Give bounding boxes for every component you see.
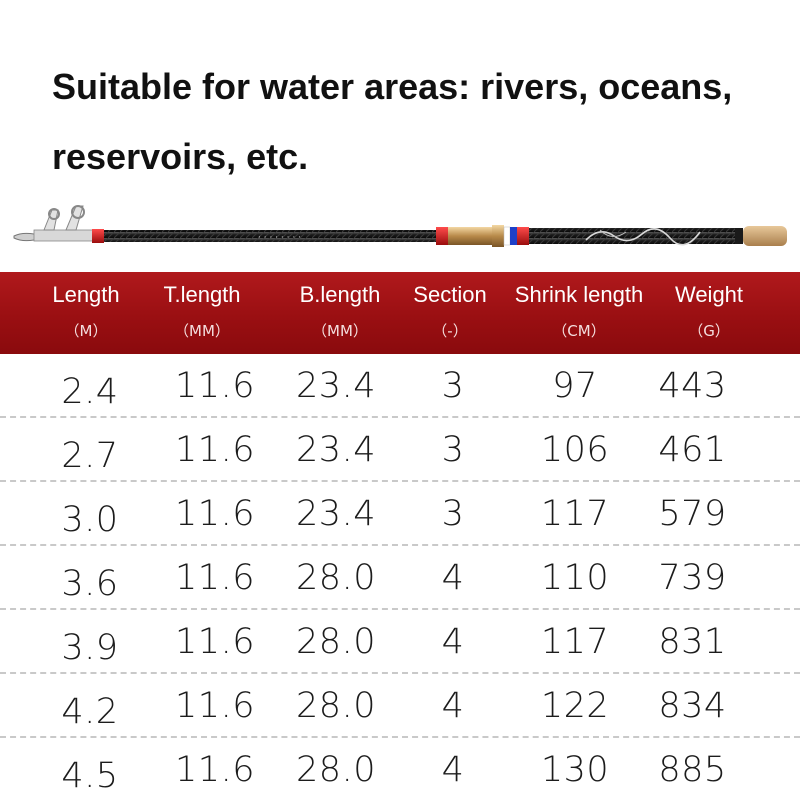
cell-length: 2.4 — [61, 372, 119, 412]
column-header-unit: （CM） — [552, 322, 606, 340]
cell-b-length: 23.4 — [296, 494, 376, 534]
cell-length: 4.2 — [61, 692, 119, 732]
cell-weight: 579 — [658, 494, 727, 534]
cell-shrink-length: 97 — [552, 366, 598, 406]
cell-length: 4.5 — [61, 756, 119, 796]
column-header-unit: （M） — [64, 322, 108, 340]
cell-shrink-length: 122 — [540, 686, 610, 726]
column-header-t-length: T.length （MM） — [150, 272, 254, 354]
column-header-unit: （-） — [432, 322, 468, 340]
cell-shrink-length: 117 — [540, 494, 610, 534]
column-header-unit: （MM） — [312, 322, 368, 340]
fishing-rod-image: · · · · · · · · — [0, 196, 800, 276]
cell-b-length: 28.0 — [296, 622, 376, 662]
column-header-label: Shrink length — [514, 282, 644, 307]
cell-section: 3 — [441, 494, 465, 534]
cell-b-length: 28.0 — [296, 750, 376, 790]
cell-t-length: 11.6 — [175, 494, 255, 534]
cell-section: 4 — [441, 686, 465, 726]
column-header-length: Length （M） — [38, 272, 134, 354]
cell-weight: 443 — [658, 366, 727, 406]
cell-length: 3.9 — [61, 628, 119, 668]
cell-t-length: 11.6 — [175, 622, 255, 662]
cell-t-length: 11.6 — [175, 750, 255, 790]
column-header-unit: （G） — [688, 322, 730, 340]
cell-section: 3 — [441, 366, 465, 406]
cell-b-length: 23.4 — [296, 366, 376, 406]
table-row: 4.2 11.6 28.0 4 122 834 — [0, 674, 800, 738]
cell-shrink-length: 117 — [540, 622, 610, 662]
cell-section: 3 — [441, 430, 465, 470]
cell-t-length: 11.6 — [175, 366, 255, 406]
cell-t-length: 11.6 — [175, 686, 255, 726]
column-header-label: B.length — [299, 282, 381, 307]
cell-b-length: 23.4 — [296, 430, 376, 470]
table-row: 3.0 11.6 23.4 3 117 579 — [0, 482, 800, 546]
column-header-b-length: B.length （MM） — [280, 272, 400, 354]
table-row: 3.9 11.6 28.0 4 117 831 — [0, 610, 800, 674]
cell-weight: 834 — [658, 686, 727, 726]
table-row: 3.6 11.6 28.0 4 110 739 — [0, 546, 800, 610]
cell-weight: 831 — [658, 622, 727, 662]
cell-b-length: 28.0 — [296, 558, 376, 598]
cell-t-length: 11.6 — [175, 430, 255, 470]
cell-b-length: 28.0 — [296, 686, 376, 726]
cell-section: 4 — [441, 622, 465, 662]
spec-table-body: 2.4 11.6 23.4 3 97 443 2.7 11.6 23.4 3 1… — [0, 354, 800, 800]
cell-weight: 461 — [658, 430, 727, 470]
cell-section: 4 — [441, 750, 465, 790]
column-header-section: Section （-） — [404, 272, 496, 354]
column-header-label: Weight — [674, 282, 744, 307]
cell-section: 4 — [441, 558, 465, 598]
fishing-rod-icon: · · · · · · · · — [13, 205, 787, 247]
column-header-weight: Weight （G） — [660, 272, 758, 354]
cell-weight: 739 — [658, 558, 727, 598]
headline-line-1: Suitable for water areas: rivers, oceans… — [52, 66, 733, 107]
spec-table-header: Length （M） T.length （MM） B.length （MM） S… — [0, 272, 800, 354]
column-header-label: Length — [52, 282, 120, 307]
table-row: 4.5 11.6 28.0 4 130 885 — [0, 738, 800, 802]
table-row: 2.4 11.6 23.4 3 97 443 — [0, 354, 800, 418]
column-header-unit: （MM） — [174, 322, 230, 340]
cell-shrink-length: 130 — [540, 750, 610, 790]
cell-length: 3.0 — [61, 500, 119, 540]
cell-length: 3.6 — [61, 564, 119, 604]
column-header-label: Section — [413, 282, 487, 307]
headline-line-2: reservoirs, etc. — [52, 136, 309, 177]
cell-shrink-length: 106 — [540, 430, 610, 470]
cell-shrink-length: 110 — [540, 558, 610, 598]
cell-t-length: 11.6 — [175, 558, 255, 598]
column-header-label: T.length — [163, 282, 241, 307]
cell-length: 2.7 — [61, 436, 119, 476]
column-header-shrink-length: Shrink length （CM） — [500, 272, 658, 354]
cell-weight: 885 — [658, 750, 727, 790]
table-row: 2.7 11.6 23.4 3 106 461 — [0, 418, 800, 482]
rod-decal-text: · · · · · · · · — [258, 233, 301, 243]
